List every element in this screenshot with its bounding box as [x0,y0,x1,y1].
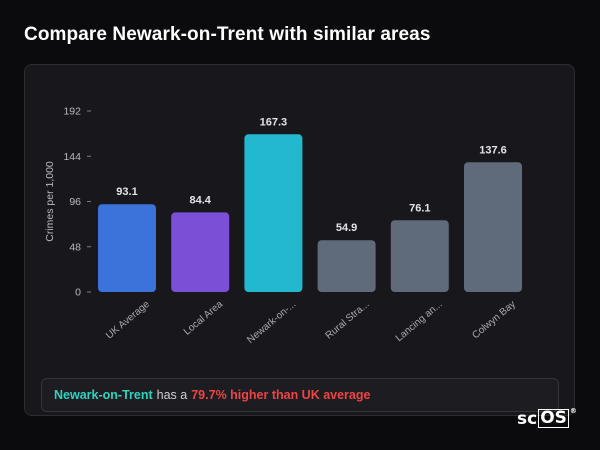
bar-2 [171,212,230,292]
brand-logo: sc OS ® [517,407,577,429]
x-category-label: Local Area [182,299,226,338]
summary-middle-text: has a [156,388,188,402]
x-category-label: Colwyn Bay [470,299,518,341]
summary-area-name: Newark-on-Trent [54,388,153,402]
bar-value-label: 167.3 [260,116,288,128]
brand-registered-mark: ® [569,407,577,415]
x-category-label: Newark-on-... [245,299,298,346]
bar-value-label: 54.9 [336,222,357,234]
bar-4 [317,240,376,292]
bar-chart: Crimes per 1,000 0 48 96 144 192 93.1 UK Averag… [44,106,522,346]
bar-value-label: 137.6 [479,144,507,156]
y-tick-label: 192 [63,106,81,118]
y-axis-label: Crimes per 1,000 [44,161,56,242]
x-category-label: UK Average [104,299,152,342]
page-title: Compare Newark-on-Trent with similar are… [24,24,431,45]
y-tick-label: 0 [75,287,81,299]
chart-card: Crimes per 1,000 0 48 96 144 192 93.1 UK Averag… [24,64,575,416]
x-category-label: Lancing an... [394,299,445,344]
brand-boxed: OS [538,408,569,428]
y-tick-label: 96 [69,196,81,208]
summary-box: Newark-on-Trent has a 79.7% higher than … [41,378,559,412]
y-tick-label: 144 [63,151,81,163]
y-tick-label: 48 [69,241,81,253]
brand-prefix: sc [517,409,538,429]
bar-value-label: 76.1 [409,202,430,214]
bar-value-label: 93.1 [116,186,137,198]
bar-5 [390,220,449,292]
x-category-label: Rural Stra... [324,299,372,342]
summary-difference: 79.7% higher than UK average [191,388,371,402]
bar-value-label: 84.4 [189,194,211,206]
bar-3 [244,134,303,292]
bar-1 [98,204,156,292]
bar-6 [464,162,522,292]
